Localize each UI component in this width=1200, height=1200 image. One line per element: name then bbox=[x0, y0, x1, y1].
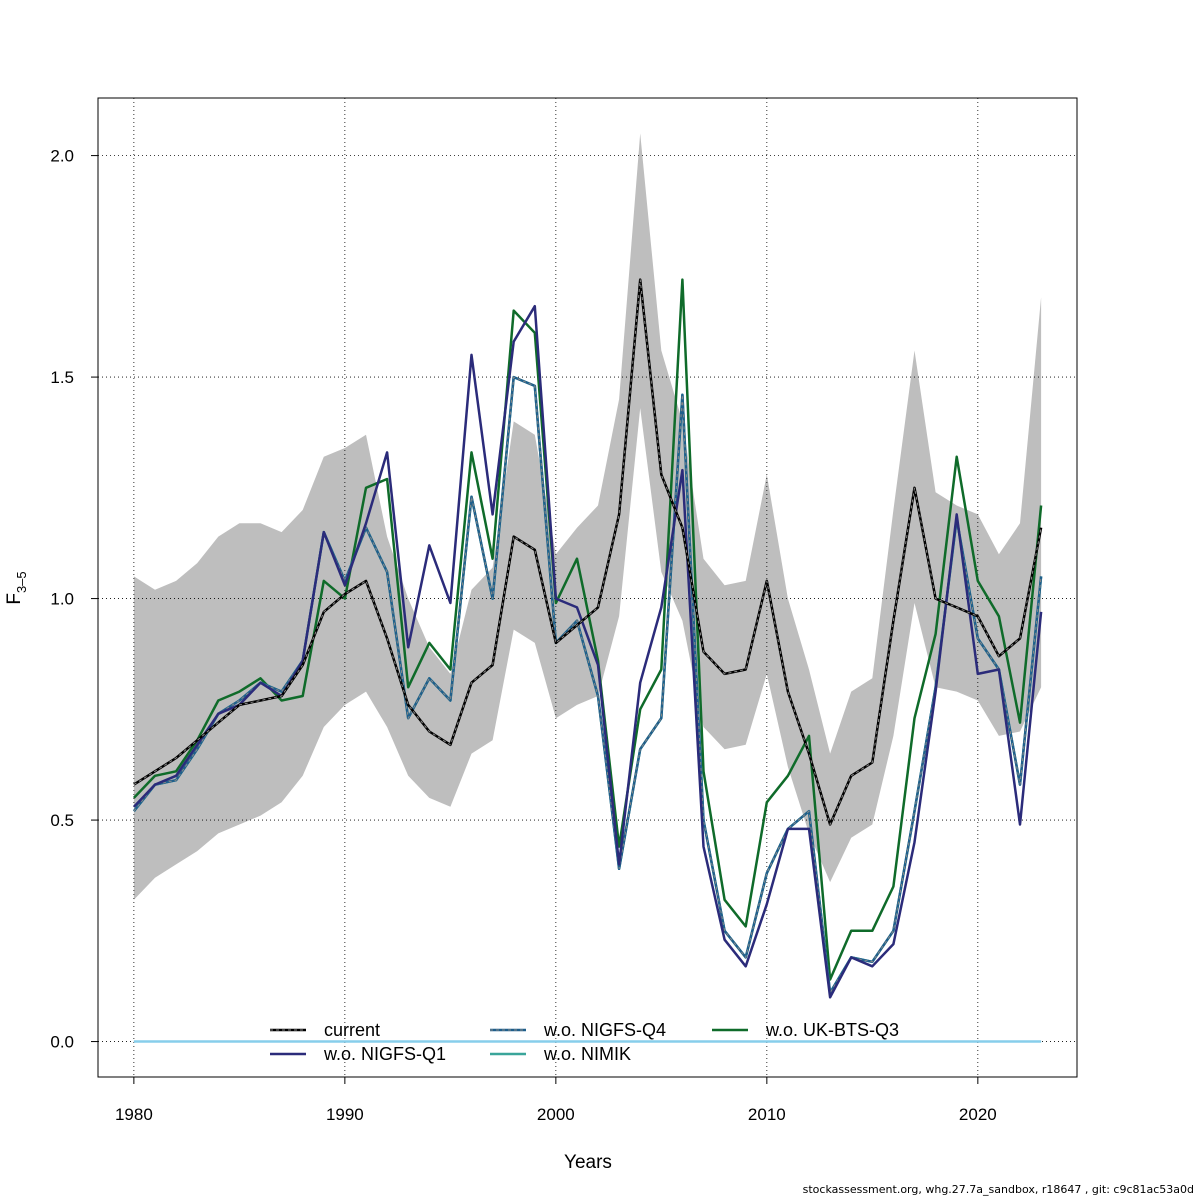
legend-label-current: current bbox=[324, 1020, 380, 1040]
x-tick-label: 2000 bbox=[537, 1105, 575, 1124]
y-tick-label: 0.0 bbox=[50, 1033, 74, 1052]
y-tick-label: 2.0 bbox=[50, 147, 74, 166]
y-axis-label-main: F bbox=[4, 593, 25, 605]
legend-label-w-o-nigfs-q4: w.o. NIGFS-Q4 bbox=[543, 1020, 666, 1040]
x-axis-label: Years bbox=[564, 1152, 612, 1173]
y-axis-label-subscript: 3–5 bbox=[14, 571, 29, 593]
x-axis: 1980 1990 2000 2010 2020 bbox=[115, 1076, 997, 1124]
x-tick-label: 2010 bbox=[748, 1105, 786, 1124]
legend-label-w-o-uk-bts-q3: w.o. UK-BTS-Q3 bbox=[765, 1020, 899, 1040]
series-line-w-o-uk-bts-q3 bbox=[132, 278, 1043, 981]
footer-credit: stockassessment.org, whg.27.7a_sandbox, … bbox=[802, 1183, 1194, 1196]
legend-label-w-o-nigfs-q1: w.o. NIGFS-Q1 bbox=[323, 1044, 446, 1064]
confidence-band-area bbox=[133, 133, 1042, 900]
y-tick-label: 1.0 bbox=[50, 590, 74, 609]
legend: current w.o. NIGFS-Q1 w.o. NIGFS-Q4 w.o. NI… bbox=[270, 1020, 899, 1064]
y-tick-label: 1.5 bbox=[50, 368, 74, 387]
x-tick-label: 1980 bbox=[115, 1105, 153, 1124]
x-tick-label: 1990 bbox=[326, 1105, 364, 1124]
series-line-w-o-nigfs-q4 bbox=[132, 375, 1043, 995]
x-tick-label: 2020 bbox=[959, 1105, 997, 1124]
series-line-dash-current bbox=[133, 279, 1042, 826]
confidence-band bbox=[133, 133, 1042, 900]
y-axis-label: F3–5 bbox=[4, 571, 29, 604]
y-tick-label: 0.5 bbox=[50, 811, 74, 830]
y-axis: 0.0 0.5 1.0 1.5 2.0 bbox=[50, 147, 99, 1052]
series-lines bbox=[132, 278, 1043, 999]
legend-label-w-o-nimik: w.o. NIMIK bbox=[543, 1044, 631, 1064]
